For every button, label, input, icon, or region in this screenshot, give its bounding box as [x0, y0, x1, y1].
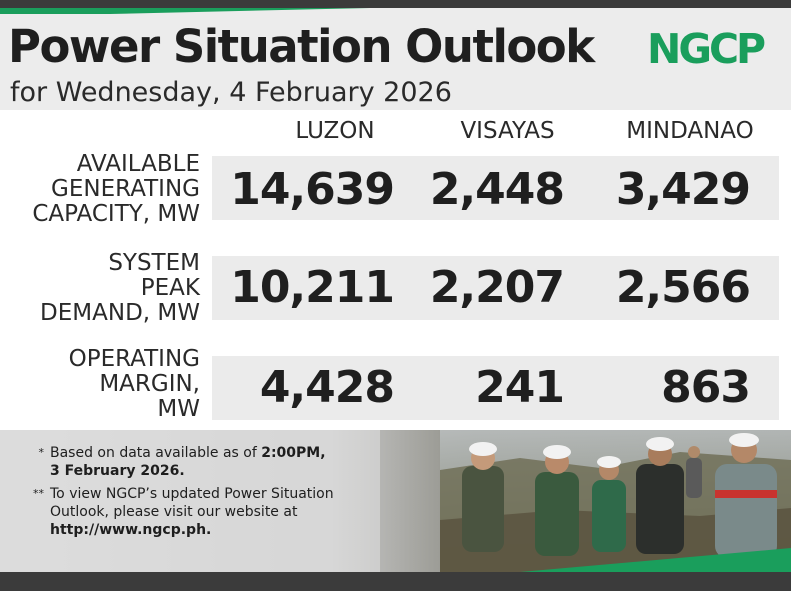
value-margin-mindanao: 863 — [661, 362, 751, 413]
logo-text: NGCP — [647, 25, 765, 72]
website-link[interactable]: http://www.ngcp.ph. — [50, 522, 212, 538]
page-title: Power Situation Outlook — [8, 20, 595, 73]
footnote-data-basis: * Based on data available as of 2:00PM, … — [34, 444, 354, 480]
footnote-2-text: To view NGCP’s updated Power Situation O… — [50, 486, 334, 520]
value-available-mindanao: 3,429 — [615, 164, 751, 215]
value-peak-luzon: 10,211 — [230, 262, 395, 313]
workers-photo-icon — [0, 430, 791, 572]
footnote-1-date: 3 February 2026. — [50, 463, 185, 479]
column-header-mindanao: MINDANAO — [626, 118, 754, 144]
row-band-available-capacity — [212, 156, 779, 220]
row-band-peak-demand — [212, 256, 779, 320]
footnote-website: ** To view NGCP’s updated Power Situatio… — [33, 485, 354, 539]
bottom-bar — [0, 572, 791, 591]
header-accent — [0, 8, 791, 22]
header: Power Situation Outlook for Wednesday, 4… — [0, 8, 791, 110]
row-label-available-capacity: AVAILABLE GENERATING CAPACITY, MW — [32, 151, 200, 227]
column-header-luzon: LUZON — [295, 118, 375, 144]
row-label-peak-demand: SYSTEM PEAK DEMAND, MW — [40, 250, 200, 326]
value-margin-luzon: 4,428 — [259, 362, 395, 413]
footer: * Based on data available as of 2:00PM, … — [0, 430, 791, 572]
ngcp-logo-icon: NGCP — [647, 22, 783, 72]
footnote-mark-1: * — [38, 446, 45, 459]
value-peak-visayas: 2,207 — [429, 262, 565, 313]
footnote-mark-2: ** — [33, 487, 44, 500]
value-margin-visayas: 241 — [475, 362, 565, 413]
column-header-visayas: VISAYAS — [460, 118, 555, 144]
value-available-luzon: 14,639 — [230, 164, 395, 215]
value-available-visayas: 2,448 — [429, 164, 565, 215]
value-peak-mindanao: 2,566 — [615, 262, 751, 313]
footnote-1-time: 2:00PM, — [261, 445, 326, 461]
row-label-operating-margin: OPERATING MARGIN, MW — [68, 346, 200, 422]
page-subtitle: for Wednesday, 4 February 2026 — [10, 77, 452, 108]
row-band-operating-margin — [212, 356, 779, 420]
footnote-1-text: Based on data available as of — [50, 445, 262, 461]
top-bar — [0, 0, 791, 8]
